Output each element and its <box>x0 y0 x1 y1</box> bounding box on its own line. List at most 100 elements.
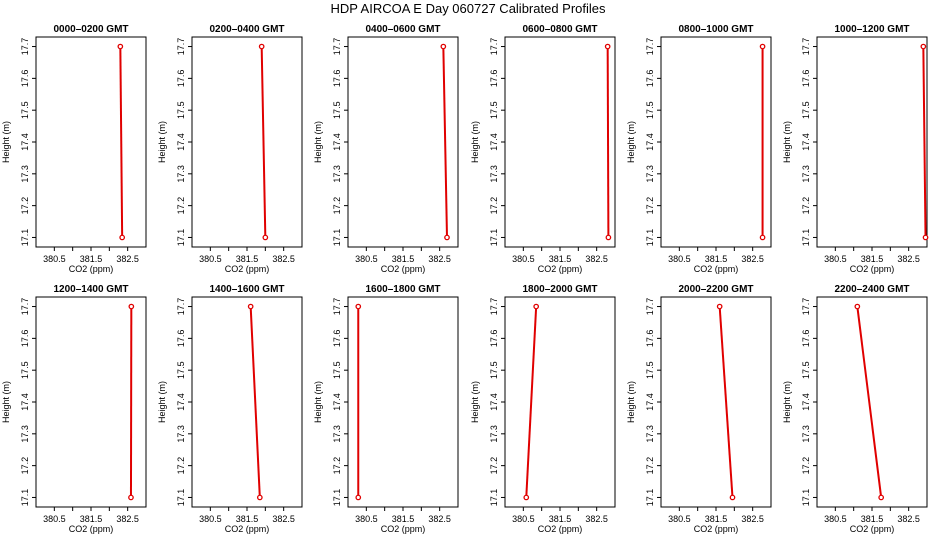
y-tick-label: 17.3 <box>332 425 342 443</box>
x-tick-label: 380.5 <box>199 514 222 524</box>
y-tick-label: 17.5 <box>332 361 342 379</box>
x-tick-label: 381.5 <box>80 254 103 264</box>
profile-panel: 2000–2200 GMT 380.5 381.5 382.5 17.1 17.2 17.3… <box>626 284 772 534</box>
y-tick-label: 17.3 <box>20 165 30 183</box>
y-tick-label: 17.3 <box>20 425 30 443</box>
x-tick-label: 380.5 <box>199 254 222 264</box>
x-tick-label: 381.5 <box>236 514 259 524</box>
x-axis-label: CO2 (ppm) <box>850 524 895 534</box>
x-tick-label: 380.5 <box>355 254 378 264</box>
x-tick-label: 382.5 <box>585 514 608 524</box>
y-tick-label: 17.3 <box>176 165 186 183</box>
profile-line <box>442 46 448 238</box>
panel-title: 0400–0600 GMT <box>365 24 440 35</box>
profile-line <box>606 46 610 238</box>
data-point <box>878 494 885 501</box>
y-tick-label: 17.2 <box>176 197 186 215</box>
y-tick-label: 17.1 <box>20 489 30 507</box>
y-tick-label: 17.6 <box>489 330 499 348</box>
y-tick-label: 17.2 <box>20 197 30 215</box>
x-tick-label: 380.5 <box>512 514 535 524</box>
data-point <box>854 303 861 310</box>
data-point <box>258 43 265 50</box>
x-tick-label: 381.5 <box>392 514 415 524</box>
plot-frame <box>347 296 459 508</box>
profile-panel: 0800–1000 GMT 380.5 381.5 382.5 17.1 17.2 17.3… <box>626 24 772 274</box>
plot-frame <box>816 296 928 508</box>
x-tick-label: 382.5 <box>272 514 295 524</box>
y-tick-label: 17.6 <box>801 70 811 88</box>
y-tick-label: 17.2 <box>176 457 186 475</box>
y-tick-label: 17.5 <box>801 101 811 119</box>
y-tick-label: 17.7 <box>20 298 30 316</box>
y-tick-label: 17.5 <box>645 101 655 119</box>
panel-title: 1000–1200 GMT <box>834 24 909 35</box>
x-tick-label: 381.5 <box>236 254 259 264</box>
x-axis-label: CO2 (ppm) <box>69 524 114 534</box>
panels: 0000–0200 GMT 380.5 381.5 382.5 17.1 17.2 17.3… <box>1 24 929 534</box>
x-axis-label: CO2 (ppm) <box>225 264 270 274</box>
profile-line <box>119 46 124 238</box>
y-tick-label: 17.1 <box>645 229 655 247</box>
x-axis-label: CO2 (ppm) <box>69 264 114 274</box>
y-tick-label: 17.7 <box>176 298 186 316</box>
y-tick-label: 17.4 <box>20 133 30 151</box>
y-tick-label: 17.1 <box>801 489 811 507</box>
data-point <box>523 494 530 501</box>
panel-title: 2200–2400 GMT <box>834 284 909 295</box>
x-tick-label: 381.5 <box>861 514 884 524</box>
x-axis-label: CO2 (ppm) <box>694 264 739 274</box>
x-tick-label: 382.5 <box>897 254 920 264</box>
data-point <box>117 43 124 50</box>
x-tick-label: 382.5 <box>116 254 139 264</box>
data-point <box>759 43 766 50</box>
y-tick-label: 17.4 <box>645 393 655 411</box>
x-tick-label: 382.5 <box>897 514 920 524</box>
x-tick-label: 382.5 <box>428 254 451 264</box>
x-tick-label: 380.5 <box>355 514 378 524</box>
y-tick-label: 17.7 <box>489 38 499 56</box>
profile-panel: 1600–1800 GMT 380.5 381.5 382.5 17.1 17.2 17.3… <box>313 284 459 534</box>
y-tick-label: 17.7 <box>489 298 499 316</box>
y-tick-label: 17.4 <box>176 393 186 411</box>
data-point <box>128 303 135 310</box>
y-tick-label: 17.3 <box>645 425 655 443</box>
y-axis-label: Height (m) <box>313 121 323 163</box>
plot-frame <box>660 36 772 248</box>
x-tick-label: 381.5 <box>80 514 103 524</box>
x-tick-label: 381.5 <box>549 254 572 264</box>
panel-title: 1200–1400 GMT <box>53 284 128 295</box>
y-tick-label: 17.1 <box>489 229 499 247</box>
data-point <box>922 234 929 241</box>
x-tick-label: 380.5 <box>43 514 66 524</box>
y-tick-label: 17.1 <box>801 229 811 247</box>
profile-panel: 1400–1600 GMT 380.5 381.5 382.5 17.1 17.2 17.3… <box>157 284 303 534</box>
y-tick-label: 17.7 <box>176 38 186 56</box>
y-tick-label: 17.6 <box>20 70 30 88</box>
y-tick-label: 17.2 <box>645 197 655 215</box>
plot-frame <box>816 36 928 248</box>
data-point <box>355 303 362 310</box>
y-tick-label: 17.5 <box>20 361 30 379</box>
y-tick-label: 17.3 <box>176 425 186 443</box>
y-tick-label: 17.1 <box>20 229 30 247</box>
y-axis-label: Height (m) <box>782 381 792 423</box>
profile-line <box>249 306 261 498</box>
y-axis-label: Height (m) <box>1 381 11 423</box>
y-tick-label: 17.6 <box>176 70 186 88</box>
x-tick-label: 380.5 <box>668 514 691 524</box>
x-axis-label: CO2 (ppm) <box>538 524 583 534</box>
y-tick-label: 17.6 <box>332 70 342 88</box>
y-tick-label: 17.4 <box>176 133 186 151</box>
data-point <box>262 234 269 241</box>
y-tick-label: 17.5 <box>176 101 186 119</box>
y-tick-label: 17.2 <box>332 197 342 215</box>
plot-frame <box>504 296 616 508</box>
data-point <box>119 234 126 241</box>
panel-title: 0000–0200 GMT <box>53 24 128 35</box>
y-tick-label: 17.4 <box>332 133 342 151</box>
y-tick-label: 17.5 <box>176 361 186 379</box>
panel-title: 1800–2000 GMT <box>522 284 597 295</box>
y-axis-label: Height (m) <box>626 381 636 423</box>
y-tick-label: 17.4 <box>332 393 342 411</box>
